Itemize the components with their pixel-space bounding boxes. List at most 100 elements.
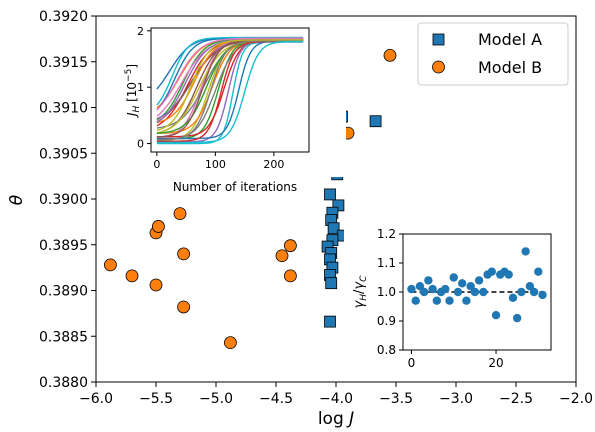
x-tick-label: −2.0 — [559, 391, 593, 407]
model-b-point — [151, 220, 165, 233]
gamma-point — [466, 282, 475, 291]
x-tick-label: 200 — [263, 158, 284, 171]
gamma-point — [428, 284, 437, 294]
gamma-point — [491, 311, 501, 320]
legend-label-model-a: Model A — [478, 30, 542, 49]
model-b-point — [223, 336, 237, 350]
model-b-point — [283, 239, 297, 253]
gamma-point — [458, 279, 467, 288]
gamma-point — [432, 296, 442, 305]
model-b-point — [149, 278, 163, 292]
model-b-point — [275, 249, 289, 263]
gamma-point — [534, 267, 543, 276]
convergence-curve — [156, 37, 304, 111]
model-a-point — [325, 277, 338, 290]
model-b-point — [383, 48, 397, 62]
model-a-point — [327, 222, 340, 235]
y-tick-label: 0.8 — [377, 343, 396, 357]
model-b-point — [177, 247, 191, 261]
gamma-point — [462, 296, 471, 305]
legend: Model A Model B — [417, 22, 569, 86]
gamma-point — [521, 247, 530, 256]
x-tick-label: −2.5 — [499, 391, 533, 407]
main-x-axis: −6.0 −5.5 −5.0 −4.5 −4.0 −3.5 −3.0 −2.5 −2.0 — [79, 382, 593, 407]
gamma-point — [487, 267, 496, 276]
x-tick-label: 20 — [488, 356, 503, 370]
y-tick-label: 0.3900 — [39, 192, 88, 208]
main-plot-marks — [104, 48, 397, 350]
gamma-point — [529, 287, 539, 297]
inset-iterations-x-axis: 0 100 200 — [153, 152, 284, 171]
x-tick-label: −5.5 — [139, 391, 173, 407]
gamma-point — [411, 296, 420, 305]
inset-iterations-y-label: JH [10−5] — [124, 64, 142, 118]
x-tick-label: 0 — [153, 158, 160, 171]
inset-iterations-marks — [156, 36, 304, 145]
x-tick-label: −4.0 — [319, 391, 353, 407]
gamma-point — [407, 284, 416, 294]
model-b-point — [125, 269, 139, 283]
y-tick-label: 2 — [137, 25, 144, 38]
y-tick-label: 1.2 — [377, 227, 396, 241]
convergence-curve — [156, 40, 304, 144]
model-a-point — [369, 115, 382, 128]
gamma-point — [504, 270, 513, 279]
y-tick-label: 1.0 — [377, 285, 396, 299]
model-b-point — [283, 269, 297, 283]
inset-iterations-y-axis: 0 1 2 — [137, 25, 151, 151]
y-tick-label: 1.1 — [377, 256, 396, 270]
x-tick-label: −6.0 — [79, 391, 113, 407]
inset-gamma-x-axis: 0 20 — [408, 350, 504, 370]
y-tick-label: 0.9 — [377, 314, 396, 328]
x-tick-label: −4.5 — [259, 391, 293, 407]
y-tick-label: 0.3910 — [39, 101, 88, 117]
gamma-point — [445, 296, 454, 305]
gamma-point — [538, 290, 547, 300]
y-tick-label: 0.3880 — [39, 375, 88, 391]
gamma-point — [525, 282, 535, 291]
inset-gamma-marks — [407, 247, 547, 323]
convergence-curve — [156, 40, 304, 141]
y-tick-label: 0.3920 — [39, 9, 88, 25]
model-b-point — [104, 258, 117, 272]
x-tick-label: −3.5 — [379, 391, 413, 407]
main-y-axis-label: θ — [7, 194, 27, 205]
gamma-point — [517, 287, 526, 297]
model-b-point — [173, 207, 187, 221]
gamma-point — [470, 287, 480, 297]
inset-iterations-x-label: Number of iterations — [173, 180, 297, 194]
convergence-curve — [156, 39, 304, 132]
legend-marker-model-b — [432, 60, 445, 74]
legend-box — [417, 22, 569, 86]
gamma-point — [415, 282, 425, 291]
gamma-point — [512, 313, 522, 323]
gamma-point — [441, 284, 450, 294]
y-tick-label: 0.3895 — [39, 238, 88, 254]
y-tick-label: 0.3890 — [39, 284, 88, 300]
gamma-point — [453, 287, 463, 297]
inset-gamma-y-axis: 0.8 0.9 1.0 1.1 1.2 — [377, 227, 403, 357]
gamma-point — [479, 287, 488, 297]
inset-iterations: 0 100 200 0 1 2 Number of iterations JH [10−… — [114, 17, 346, 194]
gamma-point — [508, 293, 518, 302]
model-b-point — [177, 300, 191, 314]
gamma-point — [474, 276, 484, 285]
inset-iterations-frame — [150, 27, 310, 153]
legend-label-model-b: Model B — [478, 58, 542, 77]
gamma-point — [419, 287, 429, 297]
y-tick-label: 0.3915 — [39, 55, 88, 71]
y-tick-label: 0.3905 — [39, 146, 88, 162]
x-tick-label: 0 — [408, 356, 416, 370]
model-a-point — [324, 188, 336, 201]
main-y-axis: 0.3880 0.3885 0.3890 0.3895 0.3900 0.3905 0.39… — [39, 9, 96, 391]
gamma-point — [449, 273, 458, 282]
model-a-point — [324, 315, 336, 328]
x-tick-label: 100 — [205, 158, 226, 171]
inset-gamma: 0 20 0.8 0.9 1.0 1.1 1.2 γH/γC — [344, 224, 556, 376]
inset-gamma-y-label: γH/γC — [352, 275, 369, 309]
y-tick-label: 1 — [137, 81, 144, 94]
model-a-point — [332, 199, 345, 212]
gamma-point — [424, 276, 433, 285]
x-tick-label: −3.0 — [439, 391, 473, 407]
y-tick-label: 0 — [137, 138, 144, 151]
